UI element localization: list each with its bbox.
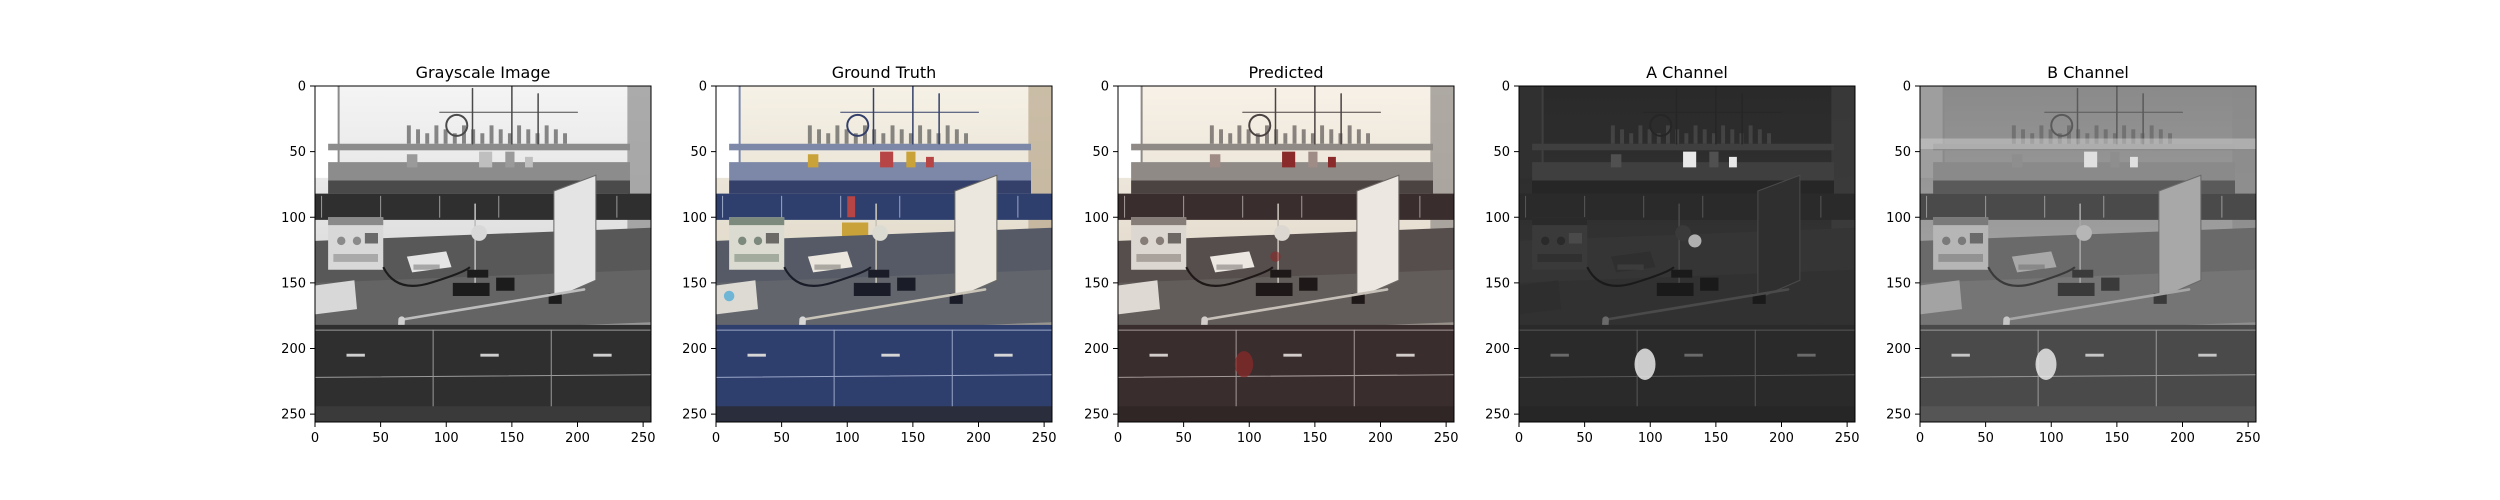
- axes-frame: [715, 85, 1053, 423]
- y-tick-label: 0: [1101, 80, 1109, 95]
- panel-gray: Grayscale Image 0 50 100 150 200 250 0 50 100 150 2…: [281, 63, 655, 446]
- y-tick-label: 50: [1092, 145, 1109, 160]
- y-tick-label: 250: [281, 408, 306, 423]
- x-tick-label: 200: [1769, 431, 1794, 446]
- x-tick-label: 50: [1175, 431, 1192, 446]
- x-tick-label: 100: [1237, 431, 1262, 446]
- x-tick-label: 0: [712, 431, 720, 446]
- y-tick-label: 250: [682, 408, 707, 423]
- x-tick-label: 50: [773, 431, 790, 446]
- panel-pred: Predicted 0 50 100 150 200 250 0 50 100 150 200 250: [1084, 63, 1458, 446]
- panel-a: A Channel 0 50 100 150 200 250 0 50 100 150 200 250: [1485, 63, 1859, 446]
- panel-title: Ground Truth: [832, 63, 937, 82]
- x-tick-label: 250: [631, 431, 656, 446]
- panel-title: B Channel: [2047, 63, 2129, 82]
- y-tick-label: 0: [699, 80, 707, 95]
- x-tick-label: 200: [565, 431, 590, 446]
- y-tick-label: 150: [1485, 276, 1510, 291]
- y-tick-label: 0: [1903, 80, 1911, 95]
- x-tick-label: 50: [372, 431, 389, 446]
- panel-b: B Channel 0 50 100 150 200 250 0 50 100 150 200 250: [1886, 63, 2260, 446]
- panel-title: A Channel: [1646, 63, 1728, 82]
- x-tick-label: 250: [1835, 431, 1860, 446]
- axes-frame: [314, 85, 652, 423]
- panel-image: [1118, 86, 1454, 422]
- y-tick-label: 150: [1084, 276, 1109, 291]
- panel-image: [716, 86, 1052, 422]
- y-tick-label: 50: [289, 145, 306, 160]
- x-tick-label: 50: [1977, 431, 1994, 446]
- axes-frame: [1919, 85, 2257, 423]
- panel-image: [315, 86, 651, 422]
- x-tick-label: 100: [2039, 431, 2064, 446]
- x-tick-label: 0: [1916, 431, 1924, 446]
- x-tick-label: 0: [1515, 431, 1523, 446]
- y-tick-label: 100: [1485, 211, 1510, 226]
- y-tick-label: 250: [1084, 408, 1109, 423]
- x-tick-label: 0: [311, 431, 319, 446]
- y-tick-label: 200: [682, 342, 707, 357]
- x-tick-label: 150: [2104, 431, 2129, 446]
- x-tick-label: 200: [2170, 431, 2195, 446]
- y-tick-label: 0: [1502, 80, 1510, 95]
- y-tick-label: 50: [1493, 145, 1510, 160]
- y-tick-label: 150: [682, 276, 707, 291]
- axes-frame: [1117, 85, 1455, 423]
- y-tick-label: 200: [281, 342, 306, 357]
- x-tick-label: 200: [966, 431, 991, 446]
- panel-title: Predicted: [1248, 63, 1323, 82]
- x-tick-label: 0: [1114, 431, 1122, 446]
- x-tick-label: 250: [1032, 431, 1057, 446]
- y-tick-label: 100: [682, 211, 707, 226]
- x-tick-label: 150: [499, 431, 524, 446]
- panel-image: [1519, 86, 1855, 422]
- x-tick-label: 250: [1434, 431, 1459, 446]
- x-tick-label: 200: [1368, 431, 1393, 446]
- x-tick-label: 150: [900, 431, 925, 446]
- x-tick-label: 250: [2236, 431, 2261, 446]
- x-tick-label: 150: [1302, 431, 1327, 446]
- y-tick-label: 0: [298, 80, 306, 95]
- y-tick-label: 150: [1886, 276, 1911, 291]
- y-tick-label: 50: [690, 145, 707, 160]
- y-tick-label: 200: [1886, 342, 1911, 357]
- y-tick-label: 50: [1894, 145, 1911, 160]
- y-tick-label: 250: [1485, 408, 1510, 423]
- x-tick-label: 100: [434, 431, 459, 446]
- x-tick-label: 50: [1576, 431, 1593, 446]
- x-tick-label: 100: [835, 431, 860, 446]
- panel-gt: Ground Truth 0 50 100 150 200 250 0 50 100 150 200 2…: [682, 63, 1056, 446]
- y-tick-label: 100: [1084, 211, 1109, 226]
- x-tick-label: 150: [1703, 431, 1728, 446]
- x-tick-label: 100: [1638, 431, 1663, 446]
- axes-frame: [1518, 85, 1856, 423]
- panel-title: Grayscale Image: [416, 63, 551, 82]
- y-tick-label: 200: [1084, 342, 1109, 357]
- y-tick-label: 250: [1886, 408, 1911, 423]
- y-tick-label: 100: [281, 211, 306, 226]
- y-tick-label: 100: [1886, 211, 1911, 226]
- panel-image: [1920, 86, 2256, 422]
- y-tick-label: 200: [1485, 342, 1510, 357]
- y-tick-label: 150: [281, 276, 306, 291]
